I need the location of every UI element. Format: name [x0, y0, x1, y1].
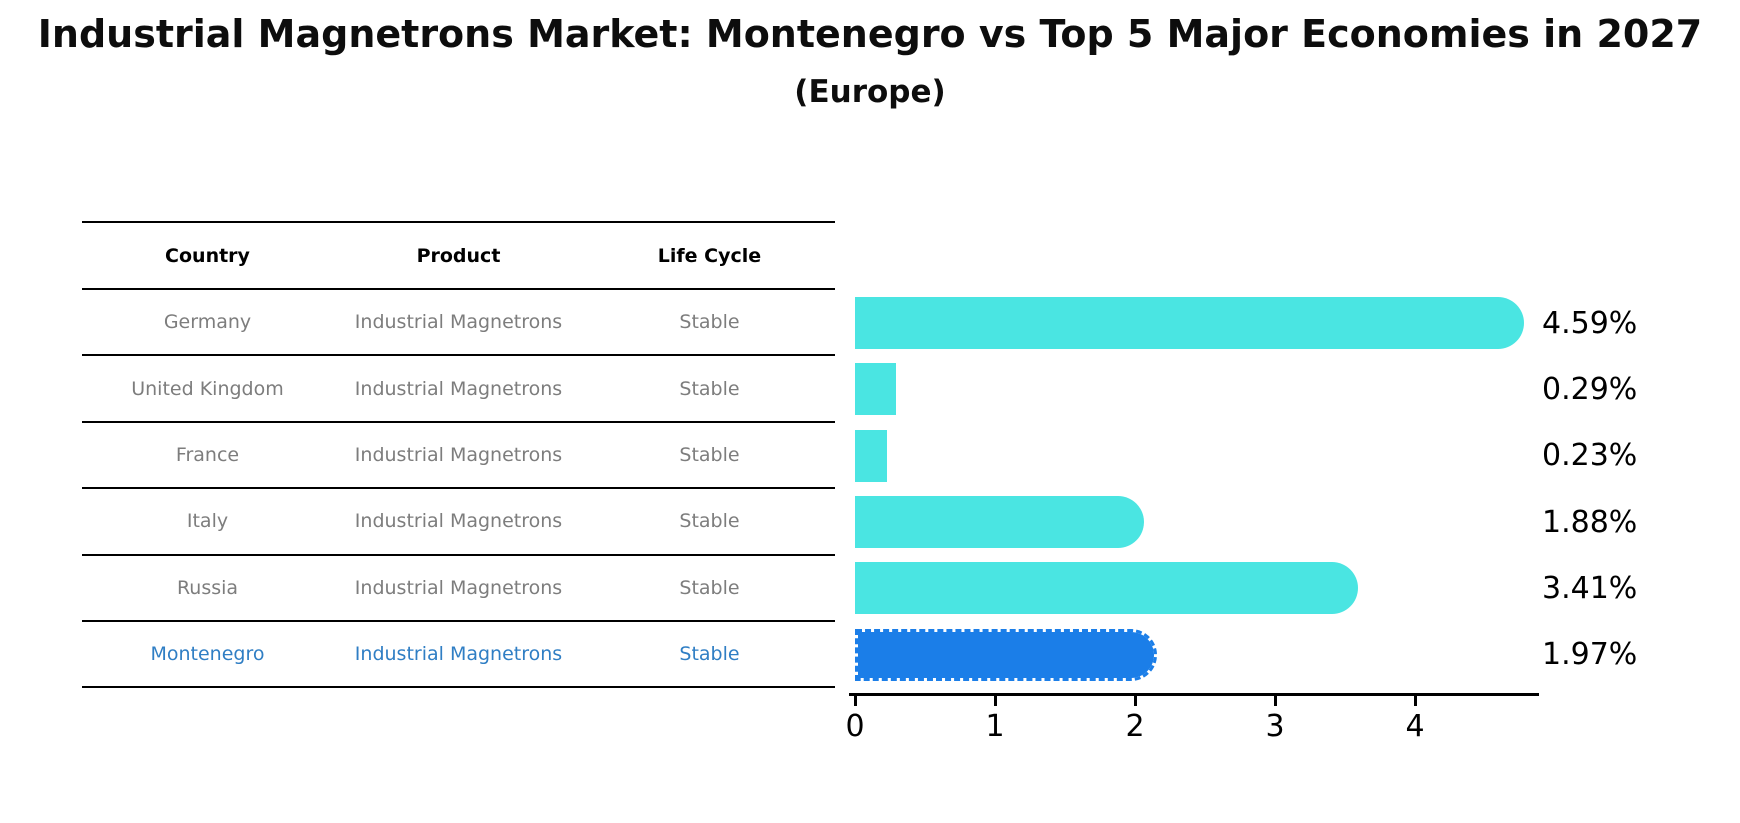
value-label-russia: 3.41%: [1542, 570, 1638, 606]
table-row-united-kingdom: United Kingdom Industrial Magnetrons Sta…: [82, 356, 835, 423]
cell-country: Russia: [176, 576, 239, 599]
cell-country: United Kingdom: [131, 377, 284, 400]
bar-france: [855, 429, 888, 482]
value-label-italy: 1.88%: [1542, 504, 1638, 540]
table-row-germany: Germany Industrial Magnetrons Stable: [82, 290, 835, 357]
cell-product: Industrial Magnetrons: [354, 576, 563, 599]
table-row-russia: Russia Industrial Magnetrons Stable: [82, 556, 835, 622]
bar-germany: [855, 297, 1524, 350]
value-labels: 4.59% 0.29% 0.23% 1.88% 3.41% 1.97%: [1542, 290, 1637, 688]
column-header-country: Country: [165, 244, 250, 267]
tick-label: 4: [1405, 709, 1425, 744]
bar-row: [855, 423, 1540, 489]
table-row-italy: Italy Industrial Magnetrons Stable: [82, 489, 835, 556]
cell-life-cycle: Stable: [679, 377, 740, 400]
cell-life-cycle: Stable: [679, 643, 740, 666]
tick-label: 2: [1125, 709, 1145, 744]
bar-row: [855, 489, 1540, 555]
cell-country: Germany: [163, 311, 252, 334]
bar-russia: [855, 562, 1359, 615]
cell-country: France: [175, 443, 240, 466]
bar-italy: [855, 496, 1145, 549]
x-axis-line: [849, 693, 1539, 696]
tick-mark: [1274, 696, 1277, 706]
bar-row: [855, 555, 1540, 621]
cell-country: Montenegro: [150, 643, 265, 666]
cell-product: Industrial Magnetrons: [354, 443, 563, 466]
bar-row: [855, 622, 1540, 688]
bar-united-kingdom: [855, 363, 896, 416]
tick-mark: [854, 696, 857, 706]
table-row-france: France Industrial Magnetrons Stable: [82, 423, 835, 490]
bar-row: [855, 356, 1540, 422]
bar-row: [855, 290, 1540, 356]
tick-mark: [1134, 696, 1137, 706]
bar-montenegro: [855, 628, 1157, 681]
cell-life-cycle: Stable: [679, 443, 740, 466]
bar-plot-area: [855, 290, 1540, 688]
cell-life-cycle: Stable: [679, 576, 740, 599]
chart-subtitle: (Europe): [794, 74, 946, 110]
cell-country: Italy: [186, 510, 229, 533]
cell-life-cycle: Stable: [679, 311, 740, 334]
value-label-united-kingdom: 0.29%: [1542, 371, 1638, 407]
column-header-product: Product: [416, 244, 501, 267]
table-header-row: Country Product Life Cycle: [82, 223, 835, 290]
column-header-life-cycle: Life Cycle: [657, 244, 762, 267]
value-label-germany: 4.59%: [1542, 305, 1638, 341]
tick-label: 1: [985, 709, 1005, 744]
chart-title: Industrial Magnetrons Market: Montenegro…: [37, 12, 1703, 56]
cell-life-cycle: Stable: [679, 510, 740, 533]
tick-mark: [994, 696, 997, 706]
tick-mark: [1414, 696, 1417, 706]
tick-label: 0: [845, 709, 865, 744]
cell-product: Industrial Magnetrons: [354, 643, 563, 666]
value-label-montenegro: 1.97%: [1542, 637, 1638, 673]
table-row-montenegro: Montenegro Industrial Magnetrons Stable: [82, 622, 835, 689]
value-label-france: 0.23%: [1542, 438, 1638, 474]
cell-product: Industrial Magnetrons: [354, 377, 563, 400]
tick-label: 3: [1265, 709, 1285, 744]
cell-product: Industrial Magnetrons: [354, 311, 563, 334]
country-table: Country Product Life Cycle Germany Indus…: [82, 221, 835, 689]
cell-product: Industrial Magnetrons: [354, 510, 563, 533]
